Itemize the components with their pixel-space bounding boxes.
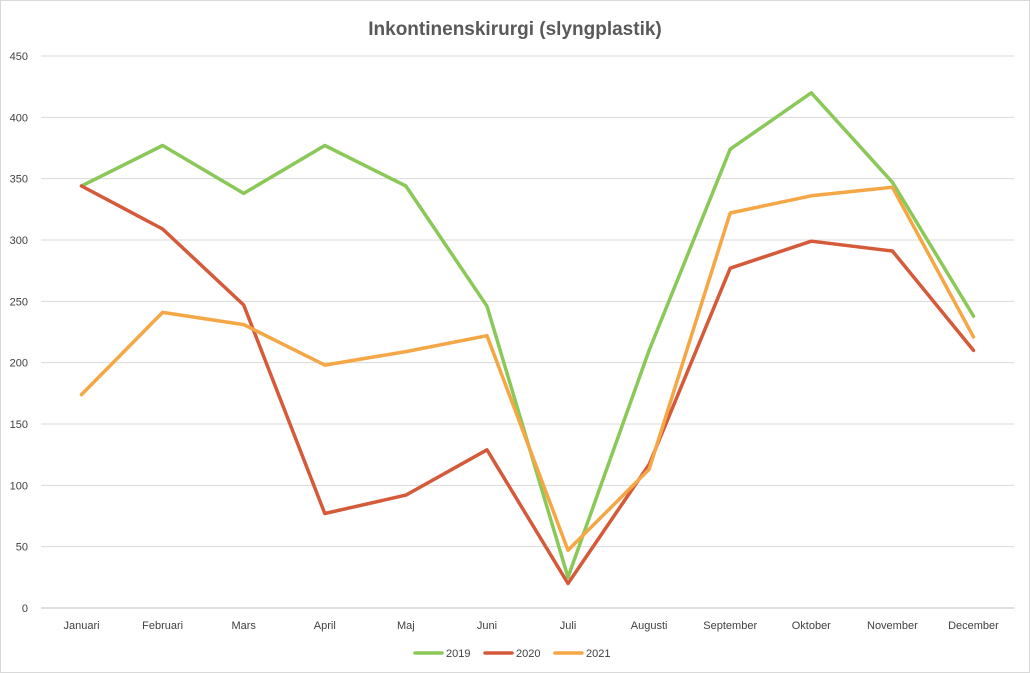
y-tick-label: 300 xyxy=(10,235,28,247)
x-tick-label: Juli xyxy=(560,620,577,632)
gridlines xyxy=(41,55,1014,548)
y-tick-label: 0 xyxy=(22,603,28,615)
series-line-2019 xyxy=(79,91,976,580)
legend-item-2019: 2019 xyxy=(413,648,470,660)
legend-label: 2020 xyxy=(516,648,540,660)
chart-title: Inkontinenskirurgi (slyngplastik) xyxy=(368,19,662,40)
y-tick-label: 200 xyxy=(10,358,28,370)
x-tick-label: Juni xyxy=(477,620,497,632)
x-axis-tick-labels: Januari Februari Mars April Maj Juni Juli Augus… xyxy=(64,620,1000,632)
x-tick-label: April xyxy=(314,620,336,632)
x-tick-label: December xyxy=(948,620,999,632)
y-tick-label: 250 xyxy=(10,296,28,308)
y-tick-label: 350 xyxy=(10,174,28,186)
x-tick-label: Oktober xyxy=(792,620,831,632)
x-tick-label: Januari xyxy=(64,620,100,632)
legend-label: 2019 xyxy=(446,648,470,660)
y-tick-label: 150 xyxy=(10,419,28,431)
x-tick-label: Augusti xyxy=(631,620,668,632)
y-tick-label: 400 xyxy=(10,112,28,124)
x-tick-label: September xyxy=(703,620,757,632)
x-tick-label: Februari xyxy=(142,620,183,632)
y-tick-label: 100 xyxy=(10,480,28,492)
series-line-2020 xyxy=(79,184,976,586)
series-lines xyxy=(79,91,976,586)
legend-label: 2021 xyxy=(586,648,610,660)
y-tick-label: 50 xyxy=(16,542,28,554)
x-tick-label: November xyxy=(867,620,918,632)
x-tick-label: Maj xyxy=(397,620,415,632)
legend: 2019 2020 2021 xyxy=(413,648,610,660)
y-axis-tick-labels: 0 50 100 150 200 250 300 350 400 450 xyxy=(10,51,28,615)
x-tick-label: Mars xyxy=(231,620,256,632)
legend-item-2020: 2020 xyxy=(483,648,540,660)
series-line-2021 xyxy=(79,185,976,553)
y-tick-label: 450 xyxy=(10,51,28,63)
legend-item-2021: 2021 xyxy=(553,648,610,660)
